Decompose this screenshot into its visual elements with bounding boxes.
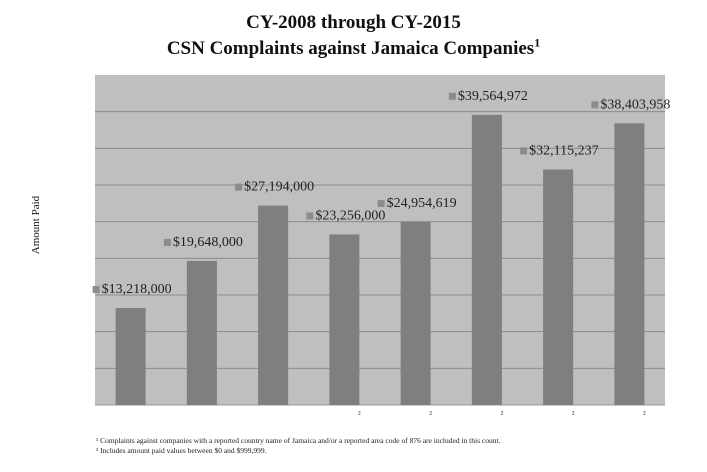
bar [115, 308, 146, 405]
chart-subtitle: CSN Complaints against Jamaica Companies… [0, 35, 707, 60]
x-tick-label: ² [358, 409, 361, 419]
data-label-marker [377, 199, 385, 207]
data-label-marker [235, 183, 243, 191]
data-label-marker [591, 101, 599, 109]
chart-title: CY-2008 through CY-2015 [246, 12, 461, 33]
data-label: $27,194,000 [244, 180, 314, 195]
data-label: $38,403,958 [600, 97, 670, 112]
data-label: $13,218,000 [102, 282, 172, 297]
x-tick-label: ² [572, 409, 575, 419]
data-label: $39,564,972 [458, 89, 528, 104]
data-label-marker [448, 92, 456, 100]
data-label: $32,115,237 [529, 143, 598, 158]
bar [543, 169, 574, 405]
bar [329, 234, 360, 405]
bar [400, 221, 431, 405]
data-label-marker [306, 212, 314, 220]
x-tick-label: ² [501, 409, 504, 419]
bar [614, 123, 645, 405]
data-label-marker [520, 147, 528, 155]
data-label-marker [163, 238, 171, 246]
data-label-marker [92, 286, 100, 294]
subtitle-footnote-mark: 1 [534, 35, 541, 50]
footnote-2: ² Includes amount paid values between $0… [96, 446, 267, 455]
data-label: $19,648,000 [173, 235, 243, 250]
chart-subtitle-text: CSN Complaints against Jamaica Companies [166, 38, 535, 59]
bar [186, 260, 217, 405]
x-tick-label: ² [429, 409, 432, 419]
data-label: $24,954,619 [387, 196, 457, 211]
footnote-1: ¹ Complaints against companies with a re… [96, 436, 501, 445]
bar [258, 205, 289, 405]
data-label: $23,256,000 [315, 208, 385, 223]
bar [471, 114, 502, 405]
x-tick-label: ² [643, 409, 646, 419]
